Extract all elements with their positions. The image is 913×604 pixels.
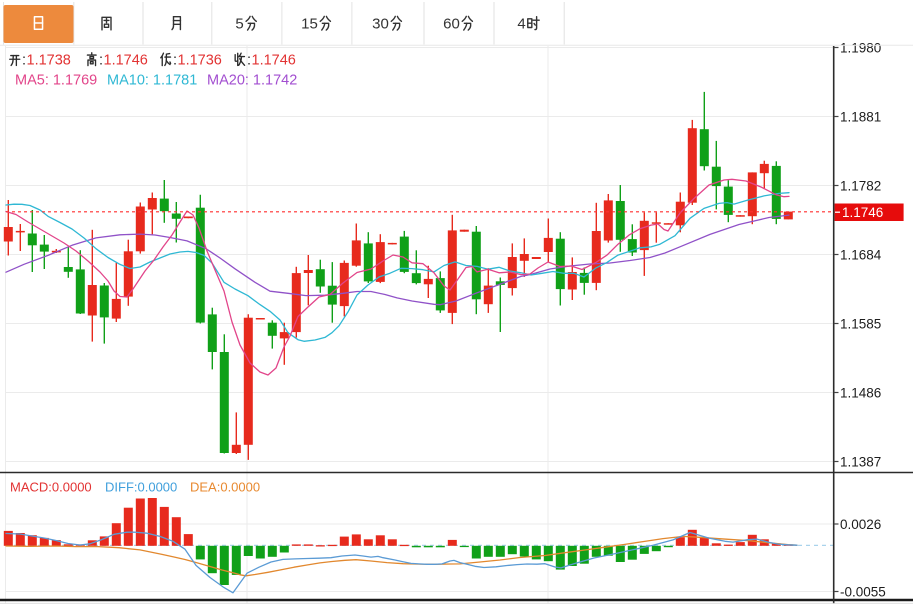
svg-text:1.1746: 1.1746 xyxy=(252,53,296,69)
svg-text::: : xyxy=(22,53,26,69)
svg-text:-0.0055: -0.0055 xyxy=(840,584,886,599)
svg-text:30: 30 xyxy=(372,16,389,33)
svg-text:1.1738: 1.1738 xyxy=(27,53,71,69)
svg-text::: : xyxy=(247,53,251,69)
svg-text:1.1736: 1.1736 xyxy=(178,53,222,69)
svg-text:1.1881: 1.1881 xyxy=(840,109,881,124)
svg-text:1.1486: 1.1486 xyxy=(840,385,881,400)
svg-text:1.1387: 1.1387 xyxy=(840,454,881,469)
svg-text:15: 15 xyxy=(301,16,318,33)
svg-text:0.0026: 0.0026 xyxy=(840,517,881,532)
svg-text:1.1585: 1.1585 xyxy=(840,316,881,331)
svg-text:60: 60 xyxy=(443,16,460,33)
svg-text:1.1746: 1.1746 xyxy=(842,205,883,220)
svg-text:5: 5 xyxy=(235,16,243,33)
svg-text:1.1746: 1.1746 xyxy=(104,53,148,69)
svg-text::: : xyxy=(173,53,177,69)
svg-text:4: 4 xyxy=(517,16,525,33)
svg-text:1.1980: 1.1980 xyxy=(840,40,881,55)
svg-text:1.1782: 1.1782 xyxy=(840,178,881,193)
svg-text:1.1684: 1.1684 xyxy=(840,247,882,262)
svg-text::: : xyxy=(99,53,103,69)
